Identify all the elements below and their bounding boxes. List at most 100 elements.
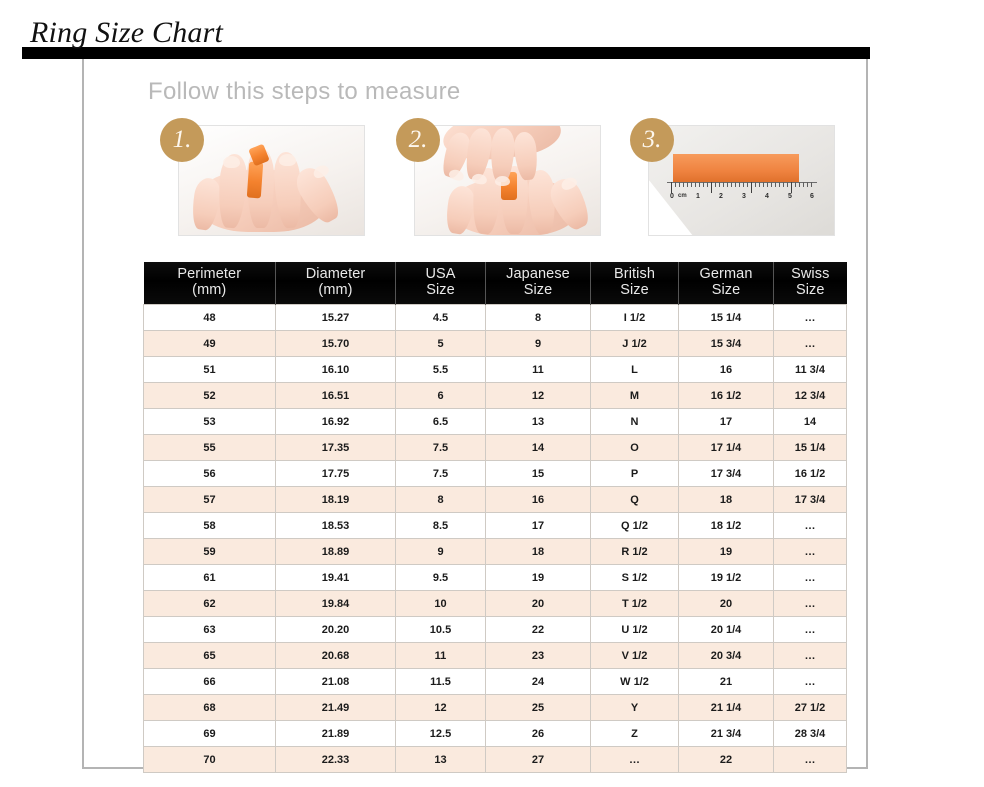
ruler-illustration: 0 cm 1 2 3 4 5 6 [649, 126, 834, 235]
cell-1: 22.33 [275, 746, 396, 774]
column-header-line1: Japanese [506, 266, 570, 282]
cell-3: 17 [485, 512, 591, 540]
cell-5: 16 [678, 356, 774, 384]
cell-3: 25 [485, 694, 591, 722]
cell-6: … [773, 590, 847, 618]
cell-6: … [773, 668, 847, 696]
cell-1: 18.53 [275, 512, 396, 540]
step-2-badge: 2. [396, 118, 440, 162]
ruler-label-2: 2 [719, 193, 723, 200]
cell-1: 16.92 [275, 408, 396, 436]
cell-2: 7.5 [395, 460, 486, 488]
column-header-line2: Size [711, 281, 741, 298]
cell-2: 13 [395, 746, 486, 774]
cell-6: … [773, 746, 847, 774]
table-header-row: Perimeter (mm) Diameter (mm) USA Size Japanese… [143, 262, 847, 305]
cell-5: 20 1/4 [678, 616, 774, 644]
ruler-label-0: 0 [670, 193, 674, 200]
cell-3: 15 [485, 460, 591, 488]
cell-2: 5.5 [395, 356, 486, 384]
cell-5: 21 1/4 [678, 694, 774, 722]
cell-0: 52 [143, 382, 276, 410]
column-header-6: Swiss Size [773, 262, 847, 305]
cell-1: 15.70 [275, 330, 396, 358]
step-3-photo: 0 cm 1 2 3 4 5 6 [648, 125, 835, 236]
table-header: Perimeter (mm) Diameter (mm) USA Size Japanese… [143, 262, 847, 305]
cell-3: 23 [485, 642, 591, 670]
column-header-5: German Size [678, 262, 774, 305]
cell-6: 11 3/4 [773, 356, 847, 384]
ruler-label-4: 4 [765, 193, 769, 200]
table-row: 53 16.92 6.5 13 N 17 14 [143, 408, 847, 436]
column-header-line1: German [699, 266, 753, 282]
column-header-0: Perimeter (mm) [143, 262, 276, 305]
cell-1: 20.68 [275, 642, 396, 670]
cell-2: 7.5 [395, 434, 486, 462]
cell-1: 15.27 [275, 304, 396, 332]
cell-6: 14 [773, 408, 847, 436]
cell-4: U 1/2 [590, 616, 679, 644]
cell-3: 12 [485, 382, 591, 410]
cell-3: 11 [485, 356, 591, 384]
cell-6: 12 3/4 [773, 382, 847, 410]
instructions-heading: Follow this steps to measure [148, 78, 461, 105]
table-row: 68 21.49 12 25 Y 21 1/4 27 1/2 [143, 694, 847, 722]
cell-4: J 1/2 [590, 330, 679, 358]
cell-4: Q [590, 486, 679, 514]
cell-5: 20 3/4 [678, 642, 774, 670]
cell-2: 11.5 [395, 668, 486, 696]
step-2: 2. [396, 118, 601, 236]
column-header-line2: Size [523, 281, 553, 298]
cell-4: … [590, 746, 679, 774]
ruler: 0 cm 1 2 3 4 5 6 [667, 182, 817, 208]
cell-3: 26 [485, 720, 591, 748]
cell-0: 62 [143, 590, 276, 618]
cell-5: 17 3/4 [678, 460, 774, 488]
step-3-badge: 3. [630, 118, 674, 162]
table-row: 66 21.08 11.5 24 W 1/2 21… [143, 668, 847, 696]
table-row: 48 15.27 4.5 8 I 1/2 15 1/4… [143, 304, 847, 332]
cell-4: M [590, 382, 679, 410]
table-row: 57 18.19 8 16 Q 18 17 3/4 [143, 486, 847, 514]
table-row: 62 19.84 10 20 T 1/2 20… [143, 590, 847, 618]
cell-2: 9 [395, 538, 486, 566]
cell-4: N [590, 408, 679, 436]
cell-2: 12 [395, 694, 486, 722]
cell-1: 21.89 [275, 720, 396, 748]
cell-1: 16.51 [275, 382, 396, 410]
table-row: 69 21.89 12.5 26 Z 21 3/4 28 3/4 [143, 720, 847, 748]
cell-6: … [773, 330, 847, 358]
cell-2: 10.5 [395, 616, 486, 644]
cell-6: … [773, 564, 847, 592]
column-header-1: Diameter (mm) [275, 262, 396, 305]
cell-0: 51 [143, 356, 276, 384]
hand-illustration-1 [179, 126, 364, 235]
cell-6: … [773, 538, 847, 566]
cell-4: I 1/2 [590, 304, 679, 332]
cell-1: 16.10 [275, 356, 396, 384]
cell-0: 61 [143, 564, 276, 592]
cell-5: 18 [678, 486, 774, 514]
step-1-badge: 1. [160, 118, 204, 162]
cell-0: 66 [143, 668, 276, 696]
column-header-line2: Size [795, 281, 825, 298]
cell-3: 19 [485, 564, 591, 592]
cell-0: 68 [143, 694, 276, 722]
cell-1: 19.41 [275, 564, 396, 592]
cell-1: 19.84 [275, 590, 396, 618]
cell-2: 8 [395, 486, 486, 514]
cell-6: … [773, 616, 847, 644]
cell-0: 65 [143, 642, 276, 670]
cell-0: 59 [143, 538, 276, 566]
cell-2: 9.5 [395, 564, 486, 592]
cell-5: 19 [678, 538, 774, 566]
cell-6: … [773, 304, 847, 332]
cell-6: … [773, 642, 847, 670]
ring-size-table: Perimeter (mm) Diameter (mm) USA Size Japanese… [143, 262, 847, 774]
page-title: Ring Size Chart [30, 16, 224, 49]
cell-0: 70 [143, 746, 276, 774]
cell-5: 15 3/4 [678, 330, 774, 358]
column-header-line1: USA [425, 266, 456, 282]
cell-3: 14 [485, 434, 591, 462]
cell-5: 19 1/2 [678, 564, 774, 592]
